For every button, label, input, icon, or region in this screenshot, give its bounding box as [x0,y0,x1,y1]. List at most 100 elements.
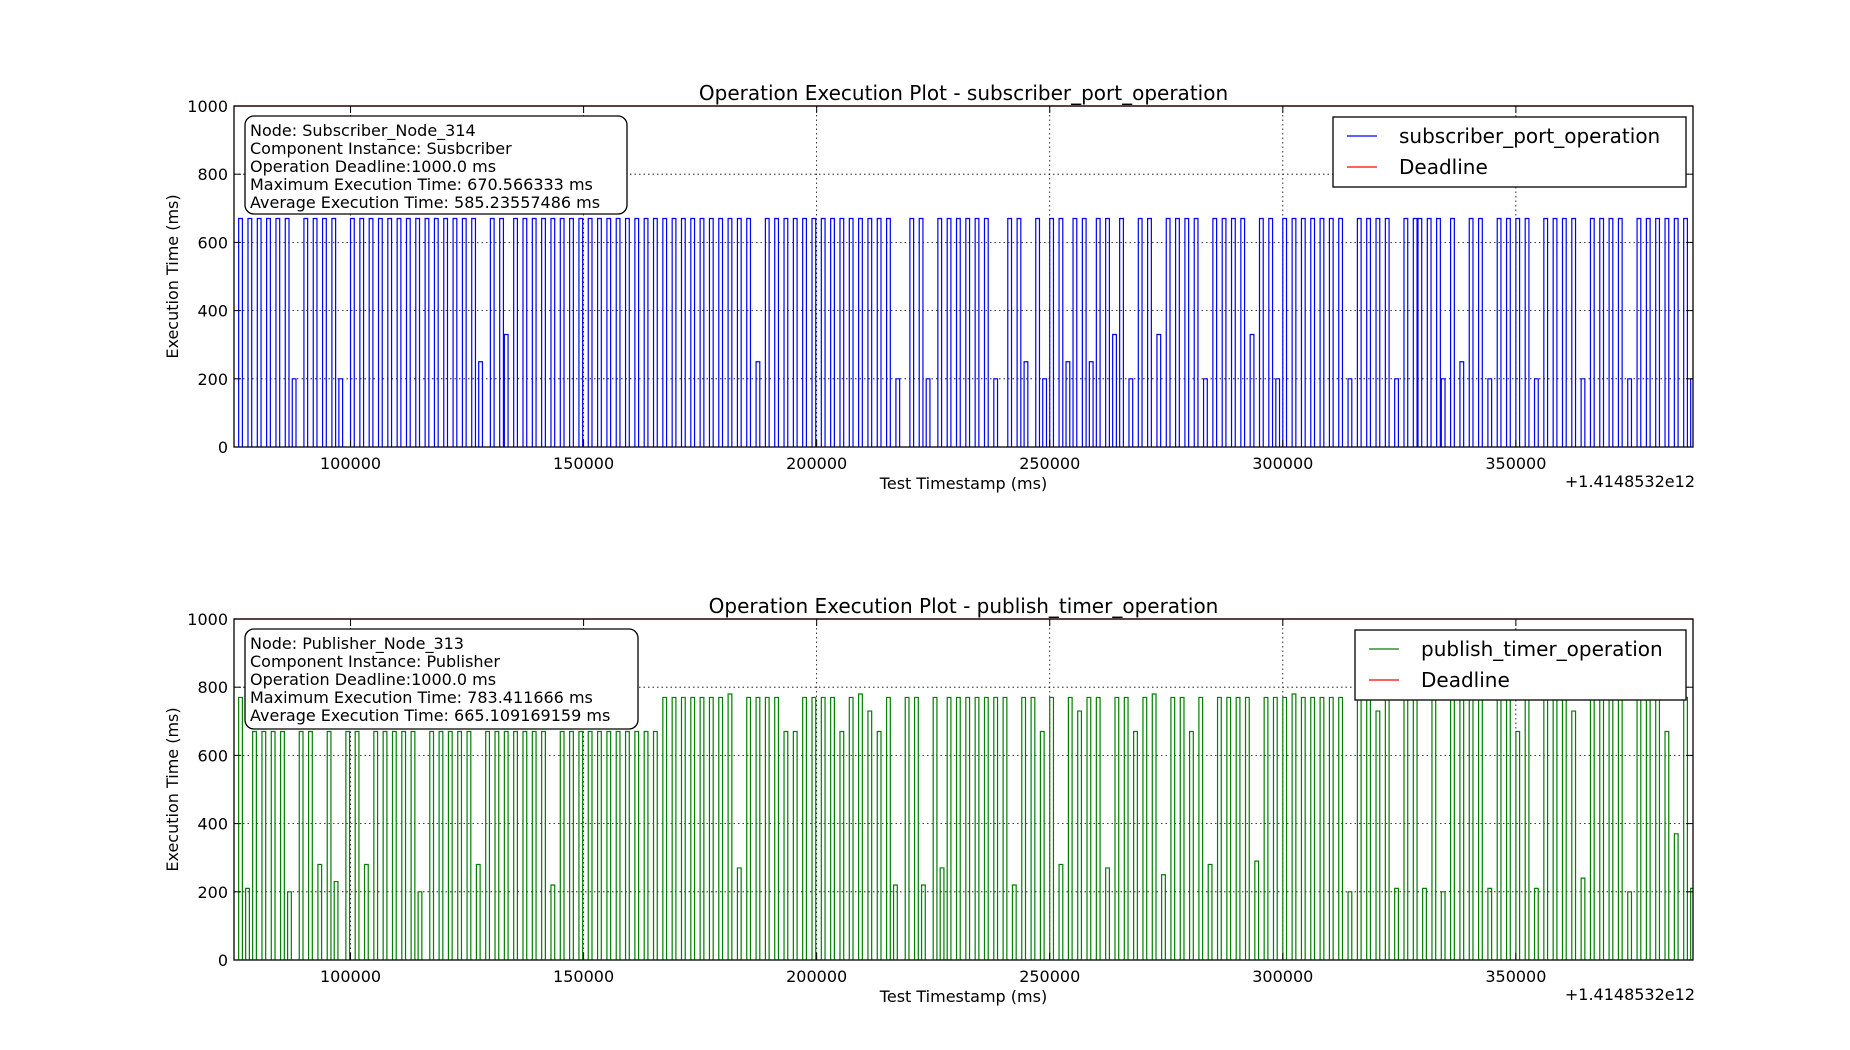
series-pulse [1319,217,1325,447]
info-box: Node: Publisher_Node_313 Component Insta… [244,628,639,730]
series-pulse [1664,217,1670,447]
series-pulse [830,217,835,447]
series-pulse [522,730,528,960]
series-pulse [443,217,449,447]
series-pulse [876,730,882,960]
series-pulse [291,378,297,447]
series-pulse [391,730,397,960]
series-pulse [1128,378,1134,447]
series-pulse [287,891,292,960]
series-pulse [475,863,481,960]
series-pulse [690,217,696,447]
series-pulse [1347,378,1353,447]
series-pulse [312,217,318,447]
y-tick-label: 200 [197,370,228,389]
series-pulse [438,730,444,960]
series-pulse [466,730,472,960]
series-pulse [1310,217,1316,447]
series-pulse [1216,696,1222,960]
series-pulse [1249,333,1255,447]
series-pulse [680,217,686,447]
series-pulse [1058,863,1064,960]
series-pulse [892,884,898,960]
series-pulse [485,730,491,960]
series-pulse [541,217,546,447]
series-pulse [1673,217,1679,447]
series-pulse [1459,361,1465,447]
series-pulse [1328,217,1334,447]
y-tick-label: 1000 [187,610,228,629]
series-pulse [1035,217,1041,447]
series-pulse [1533,887,1539,960]
x-tick-label: 100000 [320,967,381,986]
series-pulse [662,217,668,447]
series-pulse [401,730,407,960]
series-pulse [1137,217,1143,447]
series-pulse [939,867,945,960]
series-pulse [1198,696,1204,960]
series-pulse [1426,217,1432,447]
series-pulse [1202,378,1208,447]
x-axis-label: Test Timestamp (ms) [879,474,1047,493]
series-pulse [1221,217,1227,447]
series-pulse [1589,217,1595,447]
x-offset-label: +1.4148532e12 [1565,472,1695,491]
series-pulse [1114,696,1120,960]
series-pulse [1300,217,1306,447]
series-pulse [615,217,621,447]
info-deadline: Operation Deadline:1000.0 ms [250,157,496,176]
series-pulse [1142,696,1148,960]
series-pulse [461,217,467,447]
series-pulse [708,217,714,447]
series-pulse [513,730,519,960]
series-pulse [531,730,537,960]
subscriber-chart: Operation Execution Plot - subscriber_po… [163,81,1695,493]
series-pulse [478,361,484,447]
info-component: Component Instance: Publisher [250,652,500,671]
chart-title: Operation Execution Plot - subscriber_po… [699,81,1228,105]
series-pulse [820,696,826,960]
legend-label-deadline: Deadline [1421,668,1510,692]
series-pulse [1505,217,1511,447]
series-pulse [1282,217,1288,447]
series-pulse [1021,696,1027,960]
series-pulse [885,696,891,960]
info-max-time: Maximum Execution Time: 783.411666 ms [250,688,593,707]
info-avg-time: Average Execution Time: 585.23557486 ms [250,193,600,212]
series-pulse [1088,361,1094,447]
series-pulse [489,217,495,447]
series-pulse [1023,361,1029,447]
series-pulse [913,696,919,960]
series-pulse [247,217,253,447]
info-node: Node: Publisher_Node_313 [250,634,464,654]
series-pulse [1338,696,1344,960]
series-pulse [494,730,500,960]
series-pulse [1268,217,1274,447]
series-pulse [266,217,271,447]
series-pulse [1366,217,1372,447]
series-pulse [718,696,724,960]
series-pulse [578,730,584,960]
series-pulse [885,217,891,447]
y-axis-label: Execution Time (ms) [163,707,182,871]
series-pulse [1095,696,1101,960]
series-pulse [895,378,901,447]
series-pulse [1244,696,1250,960]
series-pulse [1338,217,1344,447]
series-pulse [1077,710,1083,960]
series-pulse [974,217,980,447]
series-pulse [1319,696,1325,960]
series-pulse [368,217,374,447]
series-pulse [1179,696,1185,960]
series-pulse [1300,696,1306,960]
series-pulse [1664,730,1670,960]
x-tick-label: 150000 [553,454,614,473]
series-pulse [1440,891,1446,960]
x-tick-label: 350000 [1485,967,1546,986]
series-pulse [1394,887,1399,960]
series-pulse [471,217,477,447]
series-pulse [424,217,430,447]
series-pulse [662,696,668,960]
series-pulse [587,217,593,447]
series-pulse [848,217,854,447]
